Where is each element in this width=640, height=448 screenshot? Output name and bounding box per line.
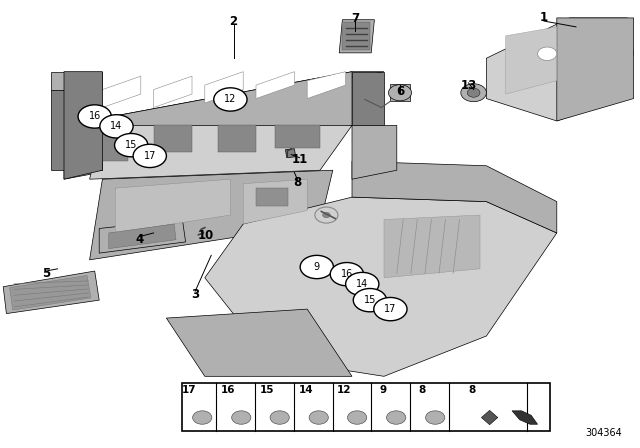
Text: 17: 17 <box>143 151 156 161</box>
Text: 8: 8 <box>419 385 426 395</box>
Polygon shape <box>51 90 102 170</box>
Text: 13: 13 <box>460 78 477 92</box>
Polygon shape <box>3 271 99 314</box>
Circle shape <box>387 411 406 424</box>
Polygon shape <box>205 72 243 103</box>
Circle shape <box>538 47 557 60</box>
Circle shape <box>300 255 333 279</box>
Circle shape <box>115 134 148 157</box>
Text: 12: 12 <box>337 385 351 395</box>
Text: 14: 14 <box>356 279 369 289</box>
Polygon shape <box>64 72 384 125</box>
Polygon shape <box>10 276 91 310</box>
Circle shape <box>193 411 212 424</box>
Polygon shape <box>154 76 192 108</box>
Polygon shape <box>256 188 288 206</box>
Polygon shape <box>227 90 243 99</box>
Text: 11: 11 <box>291 152 308 166</box>
Circle shape <box>100 115 133 138</box>
Polygon shape <box>154 125 192 152</box>
Circle shape <box>78 105 111 128</box>
Polygon shape <box>384 215 480 278</box>
Text: 3: 3 <box>191 288 199 302</box>
Polygon shape <box>352 125 397 179</box>
Circle shape <box>330 263 364 286</box>
Text: 15: 15 <box>260 385 274 395</box>
Polygon shape <box>99 220 186 253</box>
Polygon shape <box>352 72 384 125</box>
Bar <box>182 383 550 431</box>
Polygon shape <box>352 161 557 233</box>
Circle shape <box>461 84 486 102</box>
Text: 9: 9 <box>380 385 387 395</box>
Polygon shape <box>166 309 352 376</box>
Text: 4: 4 <box>136 233 143 246</box>
Polygon shape <box>506 27 557 94</box>
Circle shape <box>133 144 166 168</box>
Polygon shape <box>285 149 296 158</box>
Polygon shape <box>51 72 102 90</box>
Polygon shape <box>486 18 634 121</box>
Text: 6: 6 <box>396 85 404 99</box>
Text: 15: 15 <box>364 295 376 305</box>
Polygon shape <box>512 411 538 424</box>
Polygon shape <box>64 72 102 179</box>
Polygon shape <box>205 197 557 376</box>
Polygon shape <box>481 410 498 425</box>
Circle shape <box>348 411 367 424</box>
Polygon shape <box>90 125 352 179</box>
Polygon shape <box>90 170 333 260</box>
Polygon shape <box>243 179 307 224</box>
Circle shape <box>426 411 445 424</box>
Polygon shape <box>64 72 352 179</box>
Circle shape <box>374 297 407 321</box>
Polygon shape <box>109 224 176 249</box>
Text: 2: 2 <box>230 15 237 28</box>
Text: 8: 8 <box>468 385 476 395</box>
Text: 9: 9 <box>314 262 320 272</box>
Text: 5: 5 <box>42 267 50 280</box>
Text: 16: 16 <box>221 385 236 395</box>
Text: 17: 17 <box>182 385 196 395</box>
Circle shape <box>315 207 338 223</box>
Circle shape <box>309 411 328 424</box>
Circle shape <box>346 272 379 296</box>
Polygon shape <box>256 72 294 99</box>
Polygon shape <box>90 134 128 161</box>
Polygon shape <box>342 22 370 50</box>
Text: 7: 7 <box>351 12 359 26</box>
Circle shape <box>388 85 412 101</box>
Text: 14: 14 <box>299 385 313 395</box>
Polygon shape <box>115 179 230 233</box>
Polygon shape <box>557 18 634 121</box>
Polygon shape <box>275 125 320 148</box>
Text: 304364: 304364 <box>586 428 622 438</box>
Circle shape <box>214 88 247 111</box>
Polygon shape <box>339 20 374 53</box>
Polygon shape <box>218 125 256 152</box>
Text: 12: 12 <box>224 95 237 104</box>
Text: 1: 1 <box>540 11 548 25</box>
Circle shape <box>353 289 387 312</box>
Text: 10: 10 <box>198 229 214 242</box>
Text: 8: 8 <box>294 176 301 190</box>
Circle shape <box>467 88 480 97</box>
Circle shape <box>232 411 251 424</box>
Text: 17: 17 <box>384 304 397 314</box>
Circle shape <box>323 212 330 218</box>
Polygon shape <box>390 84 410 101</box>
Circle shape <box>270 411 289 424</box>
Polygon shape <box>307 72 346 99</box>
Text: 16: 16 <box>340 269 353 279</box>
Text: 15: 15 <box>125 140 138 150</box>
Text: 16: 16 <box>88 112 101 121</box>
Text: 14: 14 <box>110 121 123 131</box>
Polygon shape <box>102 76 141 108</box>
